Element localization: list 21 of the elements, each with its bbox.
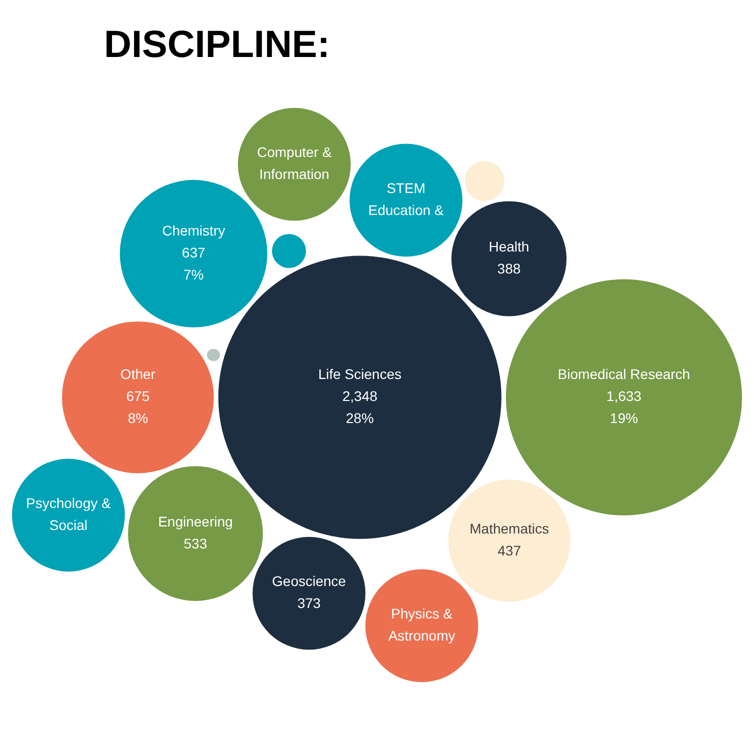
category-label: Engineering	[158, 513, 233, 530]
data-label: 533	[184, 535, 208, 552]
category-label: Computer & Information	[256, 144, 332, 182]
category-label: Psychology & Social	[26, 495, 112, 534]
category-label: Health	[488, 238, 530, 255]
data-label: 2,348 28%	[342, 388, 378, 426]
category-label: Physics & Astronomy	[388, 606, 456, 644]
category-label: STEM Education &	[368, 180, 444, 218]
data-label: 437	[498, 542, 522, 559]
category-label: Chemistry	[162, 222, 226, 238]
category-label: Geoscience	[272, 573, 346, 590]
data-label: 373	[297, 595, 321, 612]
category-label: Life Sciences	[318, 366, 402, 382]
category-label: Mathematics	[470, 520, 549, 537]
data-label: 1,633 19%	[606, 388, 642, 426]
data-label: 675 8%	[126, 388, 150, 426]
category-label: Other	[120, 366, 156, 382]
data-label: 388	[497, 260, 521, 277]
category-label: Biomedical Research	[558, 366, 690, 382]
data-label: 637 7%	[182, 244, 206, 282]
text: DISCIPLINE:	[103, 23, 331, 68]
